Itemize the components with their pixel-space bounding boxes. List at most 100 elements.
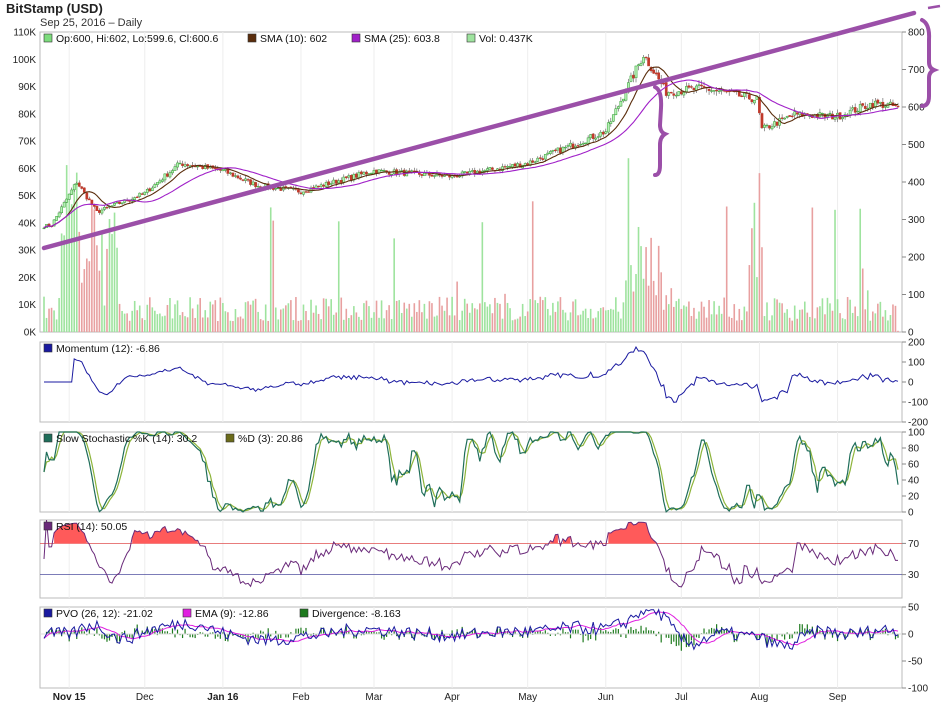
volume-bar bbox=[519, 316, 521, 332]
candle bbox=[579, 144, 582, 146]
volume-bar bbox=[801, 309, 804, 332]
volume-bar bbox=[592, 318, 594, 332]
volume-bar bbox=[370, 317, 373, 332]
x-tick-label: Aug bbox=[751, 692, 769, 703]
candle bbox=[236, 175, 240, 179]
candle bbox=[531, 160, 535, 163]
volume-bar bbox=[463, 298, 466, 332]
volume-bar bbox=[733, 304, 736, 332]
volume-bar bbox=[133, 300, 136, 332]
volume-bar bbox=[620, 318, 622, 332]
volume-bar bbox=[405, 308, 408, 332]
volume-bar bbox=[239, 316, 242, 332]
candle bbox=[639, 62, 643, 66]
legend-label: Op:600, Hi:602, Lo:599.6, Cl:600.6 bbox=[56, 33, 218, 45]
volume-bar bbox=[741, 320, 743, 332]
volume-bar bbox=[877, 303, 879, 332]
volume-bar bbox=[534, 300, 537, 332]
candle bbox=[697, 84, 701, 86]
volume-bar bbox=[78, 231, 81, 332]
candle bbox=[853, 107, 857, 113]
candle bbox=[297, 189, 300, 193]
candle bbox=[188, 165, 192, 167]
volume-bar bbox=[43, 296, 45, 332]
legend-swatch bbox=[225, 433, 235, 443]
volume-bar bbox=[297, 320, 300, 332]
candle bbox=[538, 157, 542, 159]
volume-bar bbox=[400, 312, 403, 332]
candle bbox=[113, 203, 116, 206]
volume-bar bbox=[189, 297, 191, 332]
candle bbox=[790, 115, 794, 118]
volume-bar bbox=[421, 312, 423, 332]
candle bbox=[173, 166, 177, 171]
candle bbox=[302, 191, 305, 195]
volume-bar bbox=[310, 299, 312, 332]
volume-bar bbox=[856, 316, 859, 332]
candle bbox=[554, 149, 557, 152]
candle bbox=[468, 170, 472, 174]
volume-bar bbox=[577, 315, 579, 332]
candle bbox=[614, 108, 618, 115]
volume-bar bbox=[136, 310, 139, 332]
candle bbox=[85, 192, 89, 200]
candle bbox=[783, 117, 786, 120]
volume-bar bbox=[418, 300, 421, 332]
candle bbox=[244, 178, 247, 181]
candle bbox=[118, 201, 121, 204]
volume-bar bbox=[186, 317, 189, 332]
y-tick-label-volume: 80K bbox=[18, 109, 36, 120]
candle bbox=[201, 166, 205, 170]
volume-bar bbox=[224, 311, 227, 332]
momentum-line bbox=[44, 345, 899, 403]
volume-bar bbox=[176, 300, 179, 332]
candle bbox=[140, 193, 144, 195]
candle bbox=[362, 172, 366, 175]
volume-bar bbox=[771, 315, 773, 332]
volume-bar bbox=[345, 308, 348, 332]
candle bbox=[760, 113, 764, 129]
candle bbox=[307, 191, 310, 193]
candle bbox=[433, 175, 436, 177]
candle bbox=[594, 137, 598, 140]
candle bbox=[332, 179, 336, 184]
candle bbox=[57, 212, 61, 218]
candle bbox=[344, 176, 348, 179]
legend-swatch bbox=[43, 608, 53, 618]
volume-bar bbox=[685, 306, 688, 332]
volume-bar bbox=[473, 308, 476, 332]
volume-bar bbox=[521, 303, 524, 332]
y-tick-label-price: 700 bbox=[908, 65, 925, 76]
volume-bar bbox=[690, 316, 693, 332]
panel-price bbox=[39, 31, 903, 333]
candle bbox=[556, 147, 560, 151]
volume-bar bbox=[169, 298, 171, 332]
volume-bar bbox=[599, 307, 602, 332]
candle bbox=[166, 173, 169, 177]
volume-bar bbox=[443, 310, 446, 332]
volume-bar bbox=[118, 303, 121, 332]
volume-bar bbox=[290, 300, 292, 332]
volume-bar bbox=[587, 318, 589, 332]
candle bbox=[581, 143, 585, 145]
candle bbox=[133, 197, 137, 200]
stoch-k-line bbox=[43, 430, 899, 513]
volume-bar bbox=[657, 245, 660, 332]
candle bbox=[669, 91, 673, 94]
candle bbox=[596, 136, 600, 138]
volume-bar bbox=[466, 303, 469, 332]
volume-bar bbox=[667, 304, 670, 332]
candle bbox=[876, 99, 880, 104]
volume-bar bbox=[882, 316, 884, 332]
x-tick-label: Jun bbox=[598, 692, 614, 703]
candle bbox=[470, 170, 474, 172]
candle bbox=[168, 172, 172, 178]
candle bbox=[682, 92, 686, 96]
volume-bar bbox=[730, 317, 733, 332]
candle bbox=[229, 172, 232, 174]
panel-momentum bbox=[39, 341, 903, 423]
volume-bar bbox=[869, 320, 872, 332]
candle bbox=[677, 91, 681, 96]
candle bbox=[622, 98, 625, 102]
candle bbox=[65, 198, 69, 203]
